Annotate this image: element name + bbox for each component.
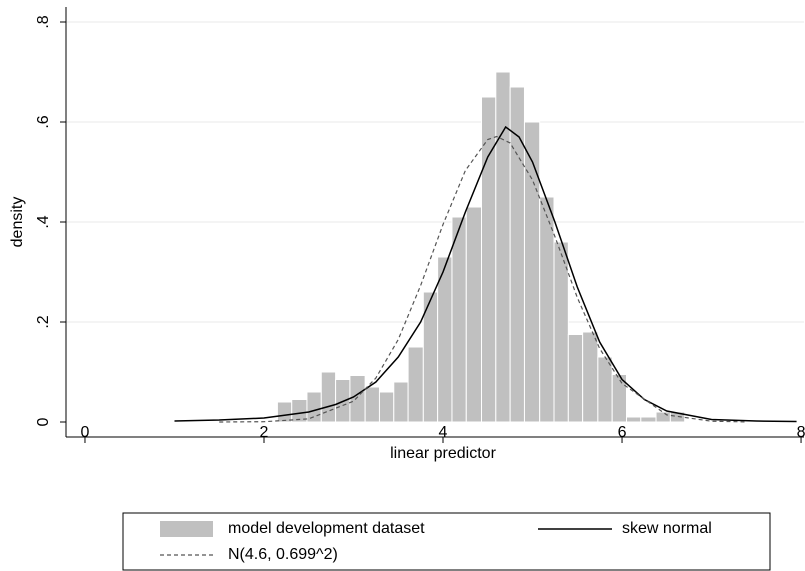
y-tick-label: .6 xyxy=(35,115,52,128)
histogram-bar xyxy=(523,121,541,423)
x-tick-label: 6 xyxy=(618,424,627,441)
x-tick-label: 0 xyxy=(81,424,90,441)
histogram-bar xyxy=(553,241,569,423)
y-tick-label: .2 xyxy=(35,315,52,328)
legend-box xyxy=(122,512,771,571)
histogram-bar xyxy=(567,334,584,423)
histogram-bar xyxy=(509,86,525,423)
x-axis-label: linear predictor xyxy=(390,445,497,462)
histogram-bar xyxy=(393,381,409,423)
histogram-bar xyxy=(640,416,657,423)
histogram-bar xyxy=(378,391,395,423)
histogram-bar xyxy=(465,206,482,423)
histogram-bar xyxy=(407,346,424,423)
line-series xyxy=(219,135,748,423)
histogram-bar xyxy=(582,331,599,423)
y-tick-label: 0 xyxy=(35,417,52,426)
histogram-bar xyxy=(495,71,511,423)
histogram-bar xyxy=(276,401,293,423)
histogram-bar xyxy=(306,391,322,423)
y-tick-label: .8 xyxy=(35,15,52,28)
y-tick-label: .4 xyxy=(35,215,52,228)
histogram-bar xyxy=(349,375,366,423)
histogram-bar xyxy=(320,371,337,423)
x-tick-label: 8 xyxy=(797,424,805,441)
legend-label: N(4.6, 0.699^2) xyxy=(228,546,338,563)
legend-label: skew normal xyxy=(622,520,712,537)
histogram-bar xyxy=(655,411,671,423)
histogram-bar xyxy=(451,216,467,423)
y-axis-label: density xyxy=(9,197,26,248)
legend-label: model development dataset xyxy=(228,520,425,537)
x-tick-label: 4 xyxy=(439,424,448,441)
histogram-bar xyxy=(539,196,555,423)
histogram-bar xyxy=(597,356,613,423)
histogram-bar xyxy=(669,411,686,423)
histogram-bar xyxy=(626,416,642,423)
x-tick-label: 2 xyxy=(260,424,269,441)
histogram-bar xyxy=(364,386,380,423)
legend-swatch xyxy=(160,521,213,537)
histogram-bar xyxy=(437,256,453,423)
